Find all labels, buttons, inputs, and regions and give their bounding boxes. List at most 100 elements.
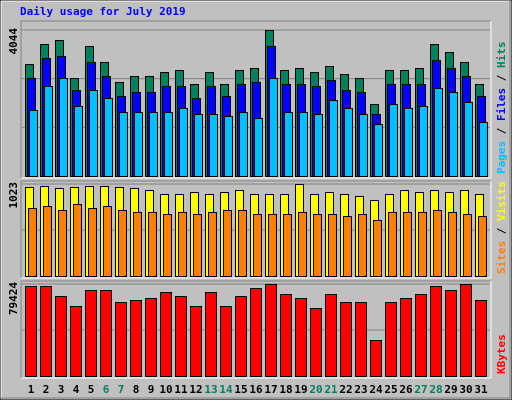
- bar: [253, 214, 262, 277]
- bar: [314, 114, 323, 177]
- bar: [463, 214, 472, 277]
- bar: [389, 104, 398, 177]
- bar: [280, 293, 292, 377]
- x-tick-label: 24: [369, 383, 383, 396]
- bar: [118, 209, 127, 277]
- bar: [475, 300, 487, 377]
- x-tick-label: 2: [43, 383, 50, 396]
- bar: [55, 296, 67, 377]
- bar: [223, 209, 232, 277]
- x-tick-label: 15: [234, 383, 247, 396]
- bar: [178, 211, 187, 277]
- y-tick-label: 4044: [7, 28, 20, 55]
- chart-title: Daily usage for July 2019: [20, 5, 186, 18]
- bar: [434, 87, 443, 177]
- bar: [179, 107, 188, 177]
- bar: [419, 105, 428, 177]
- legend-entry: KBytes: [495, 334, 508, 374]
- bar: [359, 114, 368, 177]
- bar: [403, 211, 412, 277]
- bar: [235, 296, 247, 377]
- bar: [115, 302, 127, 378]
- x-tick-label: 18: [279, 383, 292, 396]
- bar: [344, 107, 353, 177]
- bar: [190, 306, 202, 378]
- bar: [284, 111, 293, 177]
- bar: [313, 214, 322, 277]
- bar: [328, 214, 337, 277]
- bar: [310, 308, 322, 377]
- bar: [358, 214, 367, 277]
- bar: [104, 97, 113, 177]
- bar: [133, 211, 142, 277]
- bar: [433, 209, 442, 277]
- x-tick-label: 14: [219, 383, 233, 396]
- bar: [385, 302, 397, 378]
- bar: [254, 117, 263, 177]
- bar: [415, 293, 427, 377]
- bar: [370, 339, 382, 377]
- bar: [239, 111, 248, 177]
- bar: [355, 302, 367, 378]
- legend-entry: Pages: [495, 141, 508, 174]
- bar: [193, 214, 202, 277]
- bar: [28, 208, 37, 277]
- bar: [299, 111, 308, 177]
- x-tick-label: 5: [88, 383, 95, 396]
- bar: [119, 111, 128, 177]
- bar: [205, 292, 217, 377]
- x-tick-label: 17: [264, 383, 277, 396]
- bar: [89, 90, 98, 177]
- bar: [460, 284, 472, 377]
- bar: [220, 306, 232, 378]
- bar: [464, 101, 473, 177]
- x-tick-label: 22: [339, 383, 352, 396]
- legend-separator: /: [495, 221, 508, 241]
- bar: [145, 298, 157, 377]
- legend: KBytes: [495, 334, 508, 374]
- bar: [283, 214, 292, 277]
- x-tick-label: 26: [399, 383, 413, 396]
- bar: [44, 85, 53, 177]
- bar: [478, 216, 487, 277]
- bar: [100, 290, 112, 378]
- bar: [325, 293, 337, 377]
- x-tick-label: 9: [148, 383, 155, 396]
- bar: [74, 105, 83, 177]
- x-tick-label: 30: [459, 383, 472, 396]
- x-tick-label: 12: [189, 383, 202, 396]
- bar: [265, 284, 277, 377]
- x-tick-label: 1: [28, 383, 35, 396]
- legend-separator: /: [495, 121, 508, 141]
- legend: Pages / Files / Hits: [495, 42, 508, 175]
- bar: [445, 290, 457, 378]
- bar: [224, 115, 233, 177]
- bar: [43, 206, 52, 277]
- bar: [163, 214, 172, 277]
- bar: [448, 211, 457, 277]
- bar: [194, 114, 203, 177]
- bar: [374, 124, 383, 177]
- x-tick-label: 28: [429, 383, 442, 396]
- bar: [343, 216, 352, 277]
- bar: [373, 219, 382, 277]
- bar: [479, 121, 488, 178]
- x-tick-label: 31: [474, 383, 488, 396]
- x-tick-label: 4: [73, 383, 80, 396]
- x-tick-label: 13: [204, 383, 217, 396]
- legend-entry: Hits: [495, 42, 508, 69]
- bar: [404, 107, 413, 177]
- x-tick-label: 8: [133, 383, 140, 396]
- bar: [295, 298, 307, 377]
- bar: [149, 111, 158, 177]
- bar: [329, 100, 338, 177]
- x-tick-label: 23: [354, 383, 367, 396]
- bar: [268, 214, 277, 277]
- bar: [148, 211, 157, 277]
- bar: [209, 114, 218, 177]
- y-tick-label: 1023: [7, 182, 20, 209]
- x-tick-label: 25: [384, 383, 397, 396]
- bar: [73, 203, 82, 278]
